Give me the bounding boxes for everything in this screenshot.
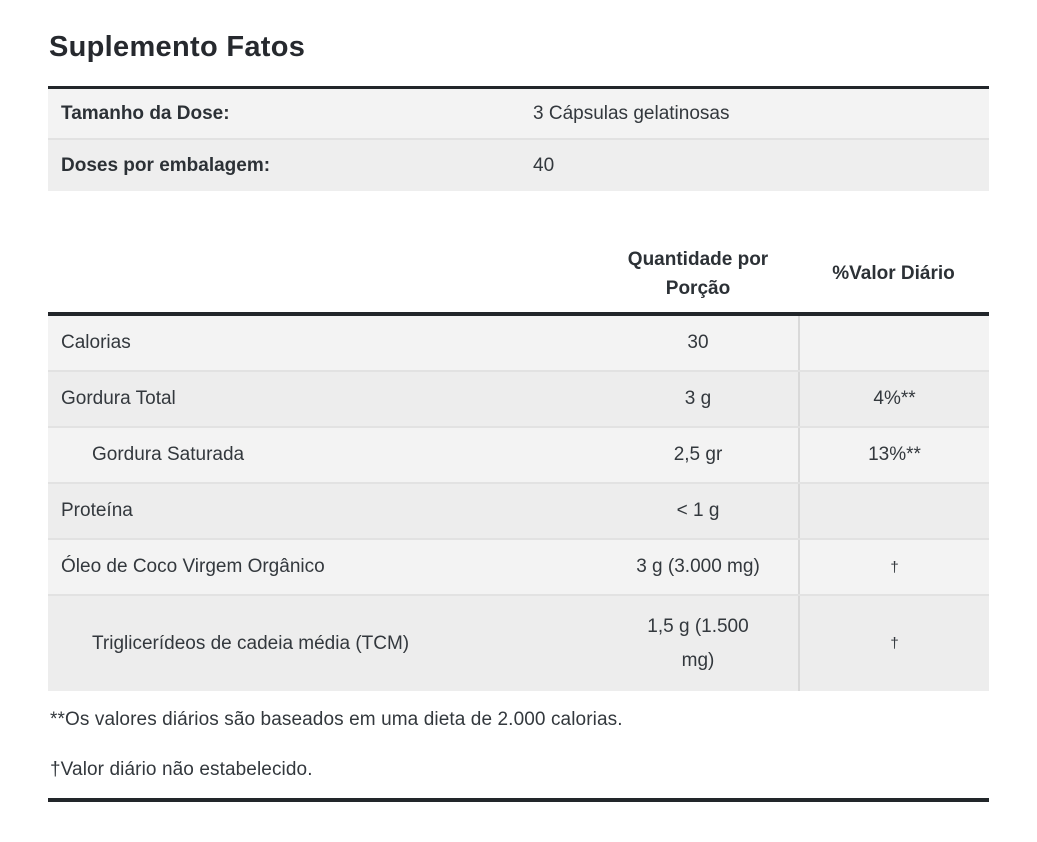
amount-cell: 30: [598, 316, 798, 370]
serving-info-label: Tamanho da Dose:: [61, 102, 230, 124]
amount-column-header: Quantidade por Porção: [598, 245, 798, 303]
serving-info-value: 3 Cápsulas gelatinosas: [533, 102, 730, 124]
daily-value-cell: †: [798, 596, 989, 691]
nutrient-name: Óleo de Coco Virgem Orgânico: [61, 556, 325, 577]
facts-table-body: Calorias 30 Gordura Total 3 g 4%** Gordura Sa…: [48, 316, 989, 691]
facts-row: Óleo de Coco Virgem Orgânico 3 g (3.000 m…: [48, 540, 989, 596]
serving-info-value: 40: [533, 154, 555, 176]
facts-row: Triglicerídeos de cadeia média (TCM) 1,5 …: [48, 596, 989, 691]
facts-row: Gordura Total 3 g 4%**: [48, 372, 989, 428]
amount-cell: < 1 g: [598, 484, 798, 538]
title-divider: [48, 86, 989, 89]
amount-cell: 3 g: [598, 372, 798, 426]
page-title: Suplemento Fatos: [49, 31, 306, 63]
nutrient-name: Calorias: [61, 332, 131, 353]
facts-header-row: Quantidade por Porção %Valor Diário: [48, 236, 989, 312]
amount-cell: 1,5 g (1.500 mg): [598, 596, 798, 691]
amount-cell: 2,5 gr: [598, 428, 798, 482]
serving-info-row: Doses por embalagem: 40: [48, 140, 989, 191]
daily-value-cell: 4%**: [798, 372, 989, 426]
header-divider: [48, 312, 989, 316]
daily-value-cell: [798, 316, 989, 370]
amount-cell: 3 g (3.000 mg): [598, 540, 798, 594]
daily-value-cell: 13%**: [798, 428, 989, 482]
amount-column-header-label: Quantidade por Porção: [627, 249, 769, 299]
amount-value: 30: [687, 332, 709, 353]
nutrient-name: Triglicerídeos de cadeia média (TCM): [92, 632, 410, 654]
daily-value-column-header: %Valor Diário: [832, 263, 955, 284]
nutrient-name: Gordura Saturada: [92, 444, 245, 465]
facts-row: Gordura Saturada 2,5 gr 13%**: [48, 428, 989, 484]
bottom-divider: [48, 798, 989, 802]
daily-value-cell: †: [798, 540, 989, 594]
amount-value: 1,5 g (1.500 mg): [647, 615, 749, 671]
amount-value: 3 g (3.000 mg): [636, 556, 760, 577]
serving-info-row: Tamanho da Dose: 3 Cápsulas gelatinosas: [48, 89, 989, 140]
footnote-dagger: †Valor diário não estabelecido.: [50, 759, 313, 780]
amount-value: < 1 g: [676, 500, 720, 521]
supplement-facts-panel: Suplemento Fatos Tamanho da Dose: 3 Cápsu…: [48, 30, 989, 802]
daily-value-cell: [798, 484, 989, 538]
footnote-daily-values: **Os valores diários são baseados em uma…: [50, 709, 623, 730]
serving-info-table: Tamanho da Dose: 3 Cápsulas gelatinosas Do…: [48, 89, 989, 191]
amount-value: 2,5 gr: [673, 444, 723, 465]
serving-info-label: Doses por embalagem:: [61, 154, 271, 176]
nutrient-name: Gordura Total: [61, 388, 176, 409]
nutrient-name: Proteína: [61, 500, 133, 521]
facts-row: Calorias 30: [48, 316, 989, 372]
facts-row: Proteína < 1 g: [48, 484, 989, 540]
amount-value: 3 g: [684, 388, 712, 409]
